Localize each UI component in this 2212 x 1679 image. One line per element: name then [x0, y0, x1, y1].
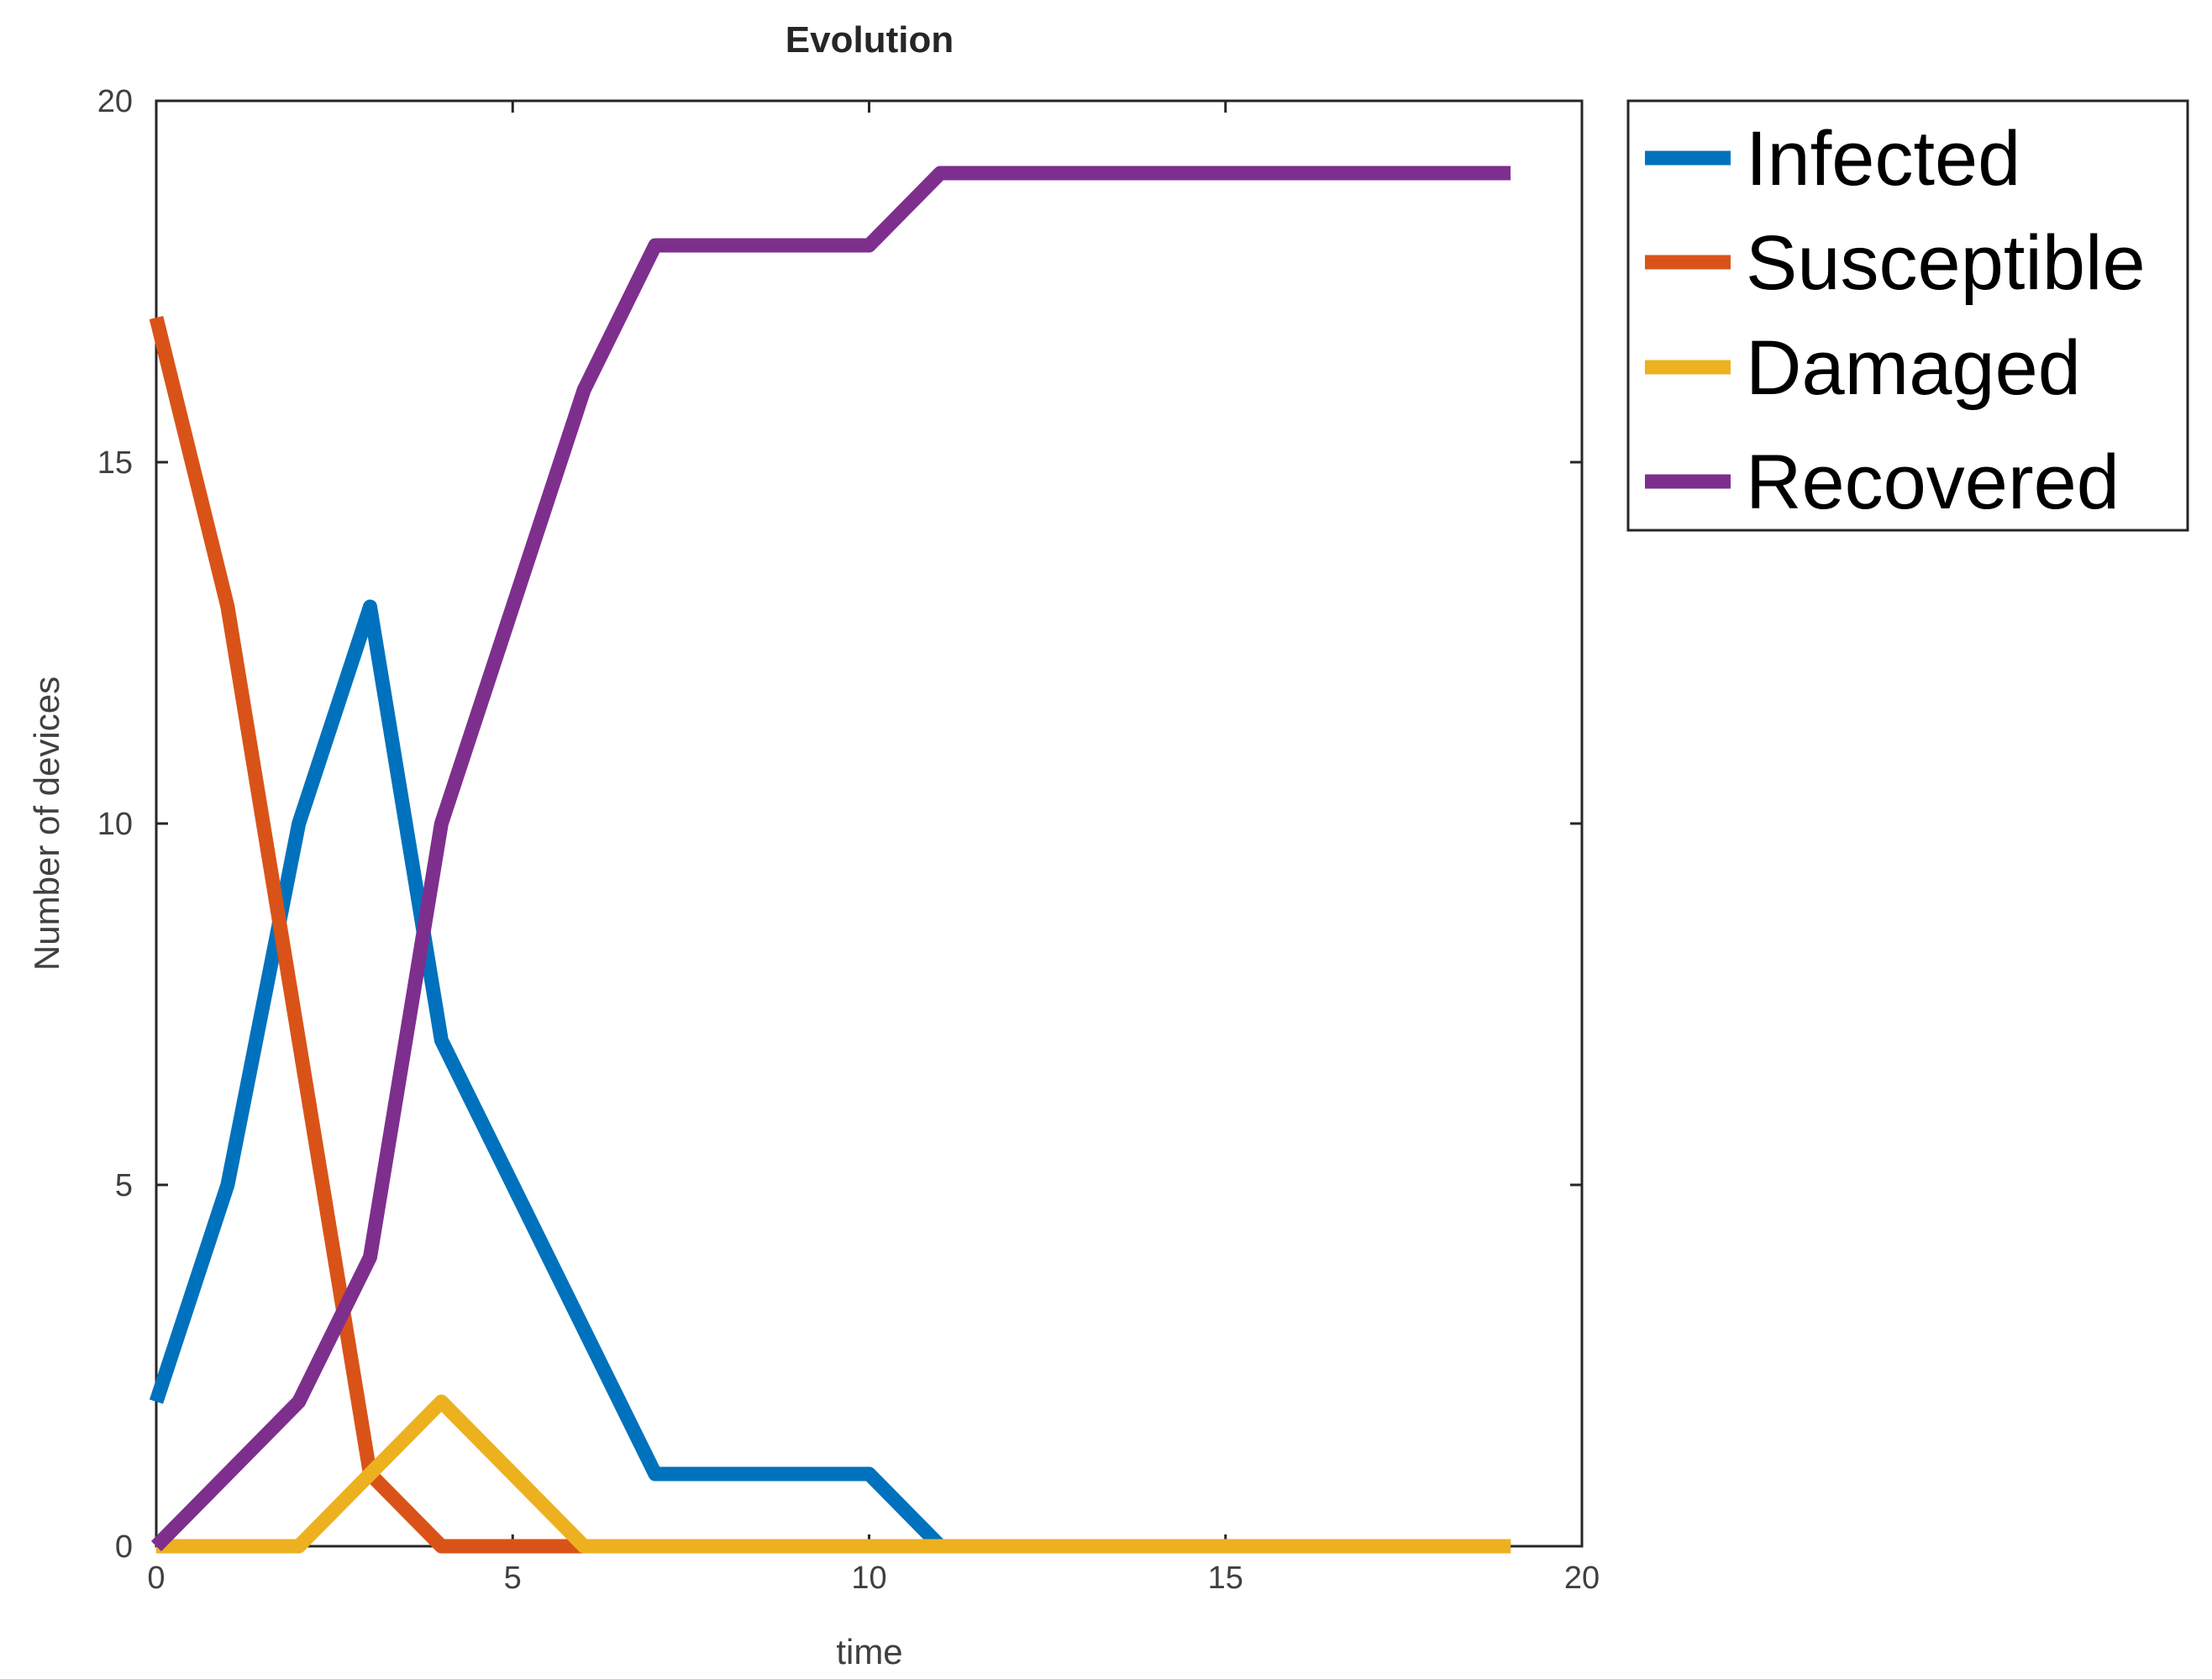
plot-area	[155, 99, 1584, 1548]
y-tick-label: 0	[115, 1529, 133, 1565]
y-tick-label: 20	[97, 84, 133, 119]
legend-label-damaged: Damaged	[1746, 325, 2081, 411]
legend-label-recovered: Recovered	[1746, 439, 2120, 525]
y-tick-label: 15	[97, 445, 133, 481]
x-tick-label: 5	[504, 1561, 522, 1596]
legend-box	[1626, 99, 2189, 532]
x-tick-label: 20	[1564, 1561, 1600, 1596]
series-line-damaged	[156, 1394, 1511, 1554]
x-tick-label: 0	[147, 1561, 165, 1596]
legend-label-infected: Infected	[1746, 116, 2020, 202]
series-line-recovered	[150, 166, 1511, 1551]
x-tick-label: 15	[1208, 1561, 1243, 1596]
x-tick-label: 10	[851, 1561, 886, 1596]
y-axis-label: Number of devices	[27, 676, 66, 971]
x-axis-label: time	[836, 1632, 902, 1671]
legend-label-susceptible: Susceptible	[1746, 220, 2146, 306]
chart-title: Evolution	[785, 19, 954, 61]
y-tick-label: 5	[115, 1168, 133, 1203]
y-tick-label: 10	[97, 807, 133, 842]
legend: Infected Susceptible Damaged Recovered	[1626, 99, 2189, 532]
series-lines	[149, 166, 1511, 1554]
